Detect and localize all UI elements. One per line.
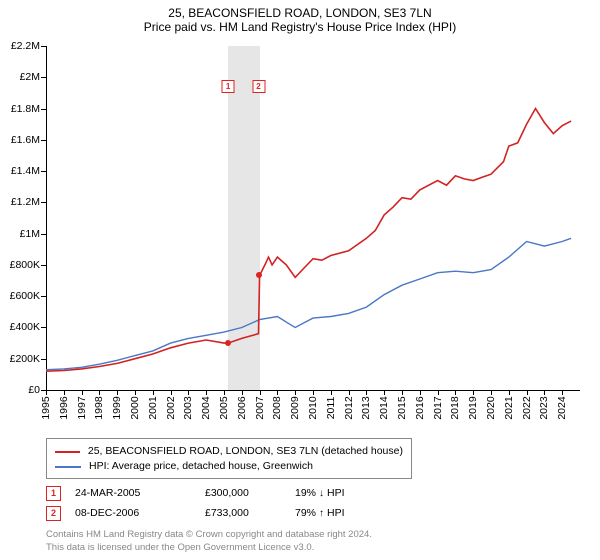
x-axis-label: 2022 [521,396,533,419]
x-axis-label: 2013 [360,396,372,419]
x-axis-label: 2019 [467,396,479,419]
x-axis-label: 2021 [503,396,515,419]
x-axis-label: 2012 [343,396,355,419]
y-axis-label: £1M [0,228,40,240]
x-axis-label: 2003 [182,396,194,419]
legend: 25, BEACONSFIELD ROAD, LONDON, SE3 7LN (… [46,438,412,479]
x-axis-label: 1995 [40,396,52,419]
x-axis-label: 2006 [236,396,248,419]
legend-label-hpi: HPI: Average price, detached house, Gree… [89,459,313,474]
y-axis-label: £200K [0,353,40,365]
arrow-icon: ↓ [319,488,324,499]
x-axis-label: 2002 [165,396,177,419]
x-axis-label: 2014 [378,396,390,419]
credits-line-2: This data is licensed under the Open Gov… [46,541,372,554]
x-axis-label: 1998 [93,396,105,419]
legend-swatch-hpi [55,466,81,468]
x-axis-label: 2001 [147,396,159,419]
series-line-series_property [46,109,571,372]
title-line-2: Price paid vs. HM Land Registry's House … [0,20,600,34]
sale-row-1: 1 24-MAR-2005 £300,000 19% ↓ HPI [46,483,385,503]
y-axis-label: £600K [0,290,40,302]
x-axis-label: 2004 [200,396,212,419]
legend-row-property: 25, BEACONSFIELD ROAD, LONDON, SE3 7LN (… [55,444,403,459]
plot-area: £0£200K£400K£600K£800K£1M£1.2M£1.4M£1.6M… [46,46,580,390]
x-axis-label: 2010 [307,396,319,419]
sale-date-1: 24-MAR-2005 [75,487,205,499]
legend-swatch-property [55,451,80,453]
title-line-1: 25, BEACONSFIELD ROAD, LONDON, SE3 7LN [0,6,600,20]
y-axis-label: £0 [0,384,40,396]
x-axis-label: 2007 [254,396,266,419]
sale-marker-badge-2: 2 [46,506,61,521]
y-axis-label: £800K [0,259,40,271]
legend-row-hpi: HPI: Average price, detached house, Gree… [55,459,403,474]
x-axis-label: 1999 [111,396,123,419]
series-line-series_hpi [46,238,571,369]
y-axis-label: £1.4M [0,165,40,177]
sale-dot-1 [225,340,231,346]
y-axis-label: £1.2M [0,196,40,208]
x-axis-label: 2020 [485,396,497,419]
sale-marker-flag-1: 1 [222,80,235,93]
y-axis-label: £400K [0,321,40,333]
x-axis-label: 2009 [289,396,301,419]
arrow-icon: ↑ [319,508,324,519]
sale-dot-2 [256,272,262,278]
x-axis-label: 2018 [449,396,461,419]
sale-date-2: 08-DEC-2006 [75,507,205,519]
x-axis-label: 2023 [538,396,550,419]
sale-price-1: £300,000 [205,487,295,499]
sale-pct-1: 19% ↓ HPI [295,487,385,499]
x-axis-label: 2011 [325,397,337,420]
x-axis-label: 1996 [58,396,70,419]
chart-container: 25, BEACONSFIELD ROAD, LONDON, SE3 7LN P… [0,0,600,560]
y-axis-label: £1.6M [0,134,40,146]
sale-pct-2: 79% ↑ HPI [295,507,385,519]
x-axis-label: 2024 [556,396,568,419]
sale-price-2: £733,000 [205,507,295,519]
sale-row-2: 2 08-DEC-2006 £733,000 79% ↑ HPI [46,503,385,523]
sale-marker-badge-1: 1 [46,486,61,501]
y-axis-label: £2M [0,71,40,83]
sale-markers-table: 1 24-MAR-2005 £300,000 19% ↓ HPI 2 08-DE… [46,483,385,523]
sale-marker-flag-2: 2 [252,80,265,93]
x-axis-label: 2017 [432,396,444,419]
x-axis-label: 2015 [396,396,408,419]
x-axis-label: 1997 [76,396,88,419]
y-axis-label: £2.2M [0,40,40,52]
x-axis-label: 2008 [271,396,283,419]
legend-label-property: 25, BEACONSFIELD ROAD, LONDON, SE3 7LN (… [88,444,403,459]
chart-titles: 25, BEACONSFIELD ROAD, LONDON, SE3 7LN P… [0,0,600,34]
x-axis-label: 2000 [129,396,141,419]
credits-line-1: Contains HM Land Registry data © Crown c… [46,528,372,541]
x-axis-label: 2016 [414,396,426,419]
x-axis-label: 2005 [218,396,230,419]
y-axis-label: £1.8M [0,103,40,115]
credits: Contains HM Land Registry data © Crown c… [46,528,372,554]
